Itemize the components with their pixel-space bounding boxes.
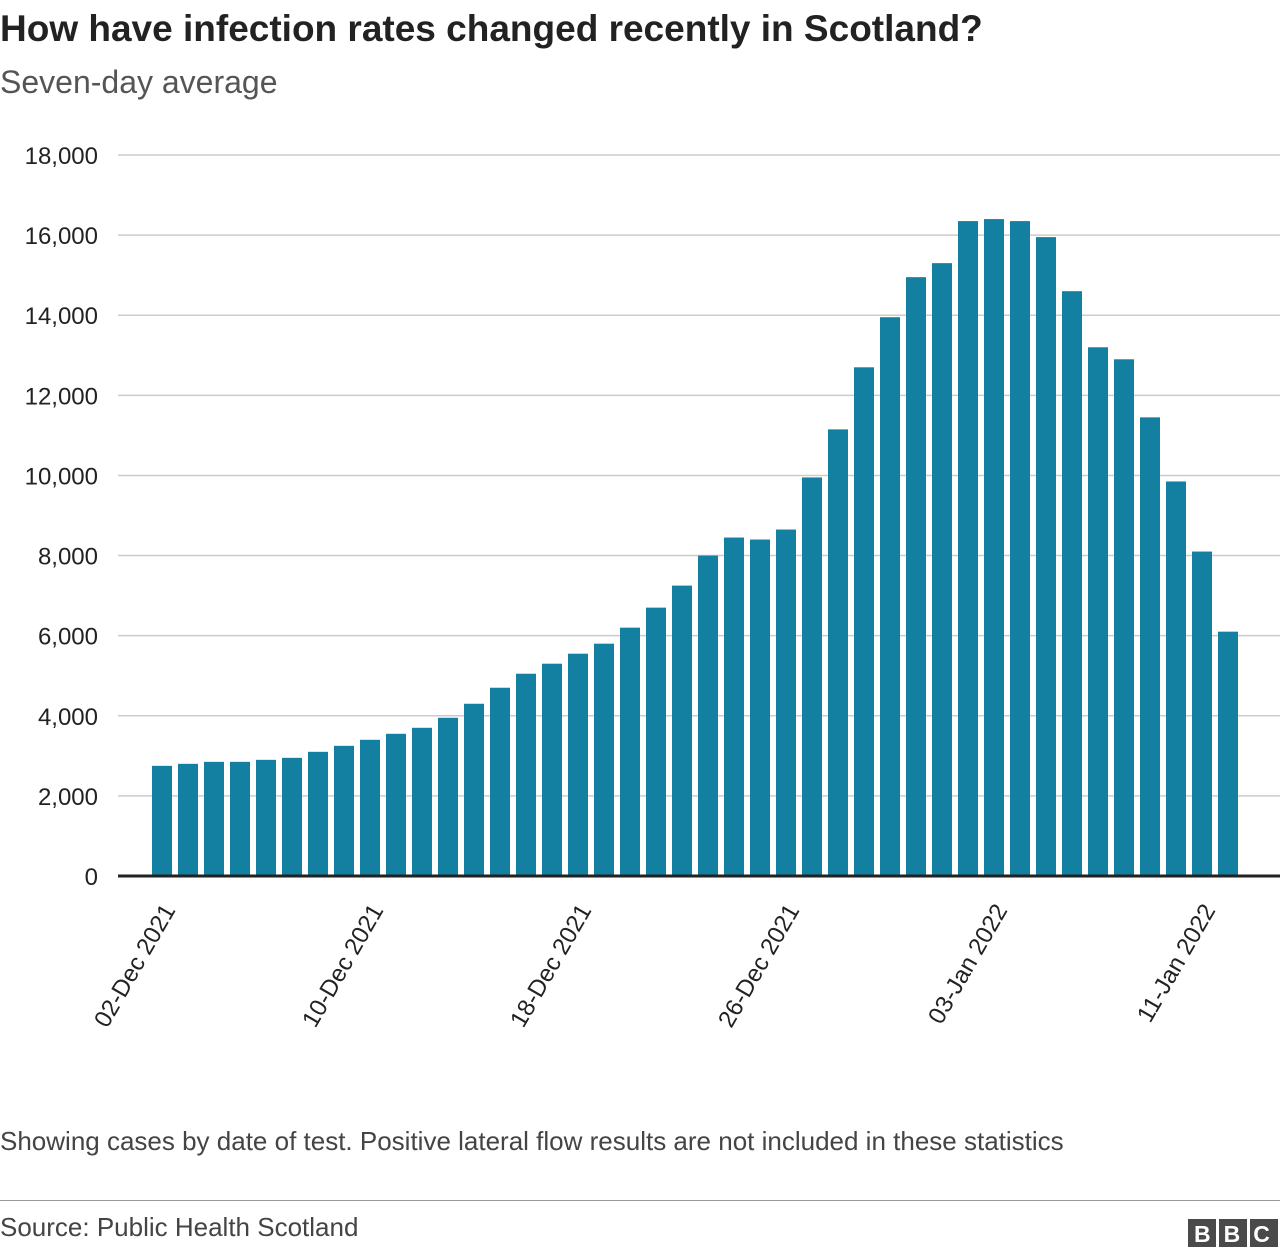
footnote: Showing cases by date of test. Positive … <box>0 1126 1064 1156</box>
bar <box>620 627 640 876</box>
chart-subtitle: Seven-day average <box>0 64 278 100</box>
logo-box <box>1250 1219 1278 1247</box>
logo-box <box>1219 1219 1247 1247</box>
bar <box>334 745 354 876</box>
bar <box>152 765 172 876</box>
bar <box>1114 359 1134 876</box>
y-tick-label: 8,000 <box>38 544 98 571</box>
logo-box <box>1188 1219 1216 1247</box>
bar <box>698 555 718 876</box>
x-tick-label: 10-Dec 2021 <box>297 900 389 1033</box>
bar <box>802 477 822 876</box>
bar <box>1166 481 1186 876</box>
chart-title: How have infection rates changed recentl… <box>0 8 983 49</box>
bar <box>464 703 484 876</box>
separator <box>0 1200 1280 1201</box>
bar <box>594 643 614 876</box>
y-tick-label: 16,000 <box>25 223 98 250</box>
bar <box>1088 347 1108 876</box>
x-tick-label: 11-Jan 2022 <box>1132 900 1221 1028</box>
bar <box>776 529 796 876</box>
bar <box>1192 551 1212 876</box>
bar <box>828 429 848 876</box>
bar <box>542 663 562 876</box>
y-tick-label: 18,000 <box>25 143 98 170</box>
logo-text: BBC <box>1194 1221 1278 1247</box>
bar <box>984 219 1004 877</box>
source: Source: Public Health Scotland <box>0 1212 359 1242</box>
bar <box>360 739 380 876</box>
bar <box>230 761 250 876</box>
bar <box>568 653 588 876</box>
bar <box>438 717 458 876</box>
bar <box>1036 237 1056 876</box>
bar <box>646 607 666 876</box>
bar <box>386 733 406 876</box>
bar <box>1218 631 1238 876</box>
x-tick-label: 18-Dec 2021 <box>505 900 597 1033</box>
y-tick-label: 0 <box>85 864 98 891</box>
y-tick-label: 2,000 <box>38 784 98 811</box>
x-tick-label: 03-Jan 2022 <box>923 900 1013 1029</box>
bar <box>932 263 952 876</box>
bar <box>308 751 328 876</box>
bar <box>724 537 744 876</box>
bar <box>282 757 302 876</box>
bar <box>516 673 536 876</box>
bar <box>178 763 198 876</box>
bar <box>490 687 510 876</box>
x-tick-label: 26-Dec 2021 <box>713 900 805 1033</box>
bar <box>958 221 978 876</box>
bar <box>854 367 874 876</box>
y-tick-label: 12,000 <box>25 383 98 410</box>
bar <box>750 539 770 876</box>
y-tick-label: 10,000 <box>25 463 98 490</box>
bar <box>1010 221 1030 876</box>
bar <box>672 585 692 876</box>
chart: 0 2,000 4,000 6,000 8,000 10,000 12,000 14,000 1… <box>25 143 1280 1033</box>
bar <box>204 761 224 876</box>
x-tick-label: 02-Dec 2021 <box>89 900 181 1033</box>
logo: BBC <box>1188 1219 1278 1247</box>
bar <box>412 727 432 876</box>
y-tick-label: 6,000 <box>38 624 98 651</box>
bar <box>1140 417 1160 876</box>
bar <box>1062 291 1082 876</box>
bar <box>906 277 926 876</box>
y-tick-label: 4,000 <box>38 704 98 731</box>
y-tick-label: 14,000 <box>25 303 98 330</box>
bar <box>880 317 900 877</box>
bar <box>256 759 276 876</box>
